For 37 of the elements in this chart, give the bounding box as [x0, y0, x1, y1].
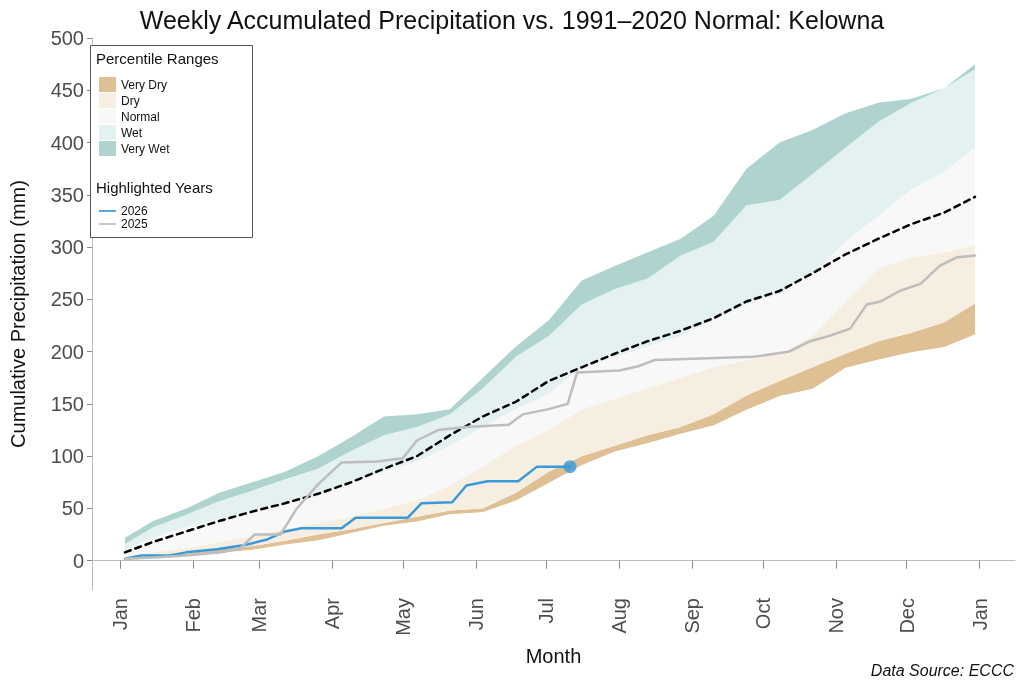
x-tick-label: May — [391, 598, 414, 636]
x-tick-label: Mar — [248, 597, 271, 633]
x-tick-label: Oct — [752, 597, 775, 630]
legend-label: Dry — [121, 93, 140, 108]
x-tick-label: Jan — [968, 598, 991, 631]
y-tick-label: 300 — [50, 236, 84, 259]
y-axis-title: Cumulative Precipitation (mm) — [7, 180, 29, 448]
y-tick-label: 150 — [50, 392, 84, 415]
y-tick-label: 200 — [50, 340, 84, 363]
legend-label: Very Wet — [121, 141, 171, 156]
y-tick-label: 350 — [50, 183, 84, 206]
x-tick-label: Apr — [321, 597, 344, 630]
x-tick-label: Sep — [681, 598, 704, 634]
legend-title: Percentile Ranges — [96, 50, 219, 67]
y-tick-label: 50 — [61, 497, 84, 520]
legend-label: 2026 — [121, 204, 149, 218]
x-tick-label: Jul — [535, 598, 558, 624]
x-tick-label: Jan — [109, 598, 132, 631]
x-axis-title: Month — [525, 645, 582, 667]
y-tick-label: 250 — [50, 288, 84, 311]
legend-label: Very Dry — [121, 77, 168, 92]
y-tick-label: 100 — [50, 445, 84, 468]
x-tick-label: Aug — [608, 598, 631, 634]
annotation: Highlighted Years — [96, 179, 213, 196]
legend-label: Normal — [121, 109, 160, 124]
x-tick-label: Nov — [825, 598, 848, 634]
y-tick-label: 500 — [50, 27, 84, 49]
y-tick-label: 450 — [50, 79, 84, 102]
x-tick-label: Jun — [464, 598, 487, 631]
source-note: Data Source: ECCC — [870, 661, 1015, 679]
chart-title: Weekly Accumulated Precipitation vs. 1991–2020 Normal: Kelowna — [139, 5, 885, 34]
y-tick-label: 0 — [72, 549, 84, 572]
legend-label: 2025 — [121, 217, 149, 231]
x-tick-label: Feb — [182, 598, 205, 633]
x-tick-label: Dec — [895, 598, 918, 634]
legend-label: Wet — [121, 125, 143, 140]
y-tick-label: 400 — [50, 131, 84, 154]
